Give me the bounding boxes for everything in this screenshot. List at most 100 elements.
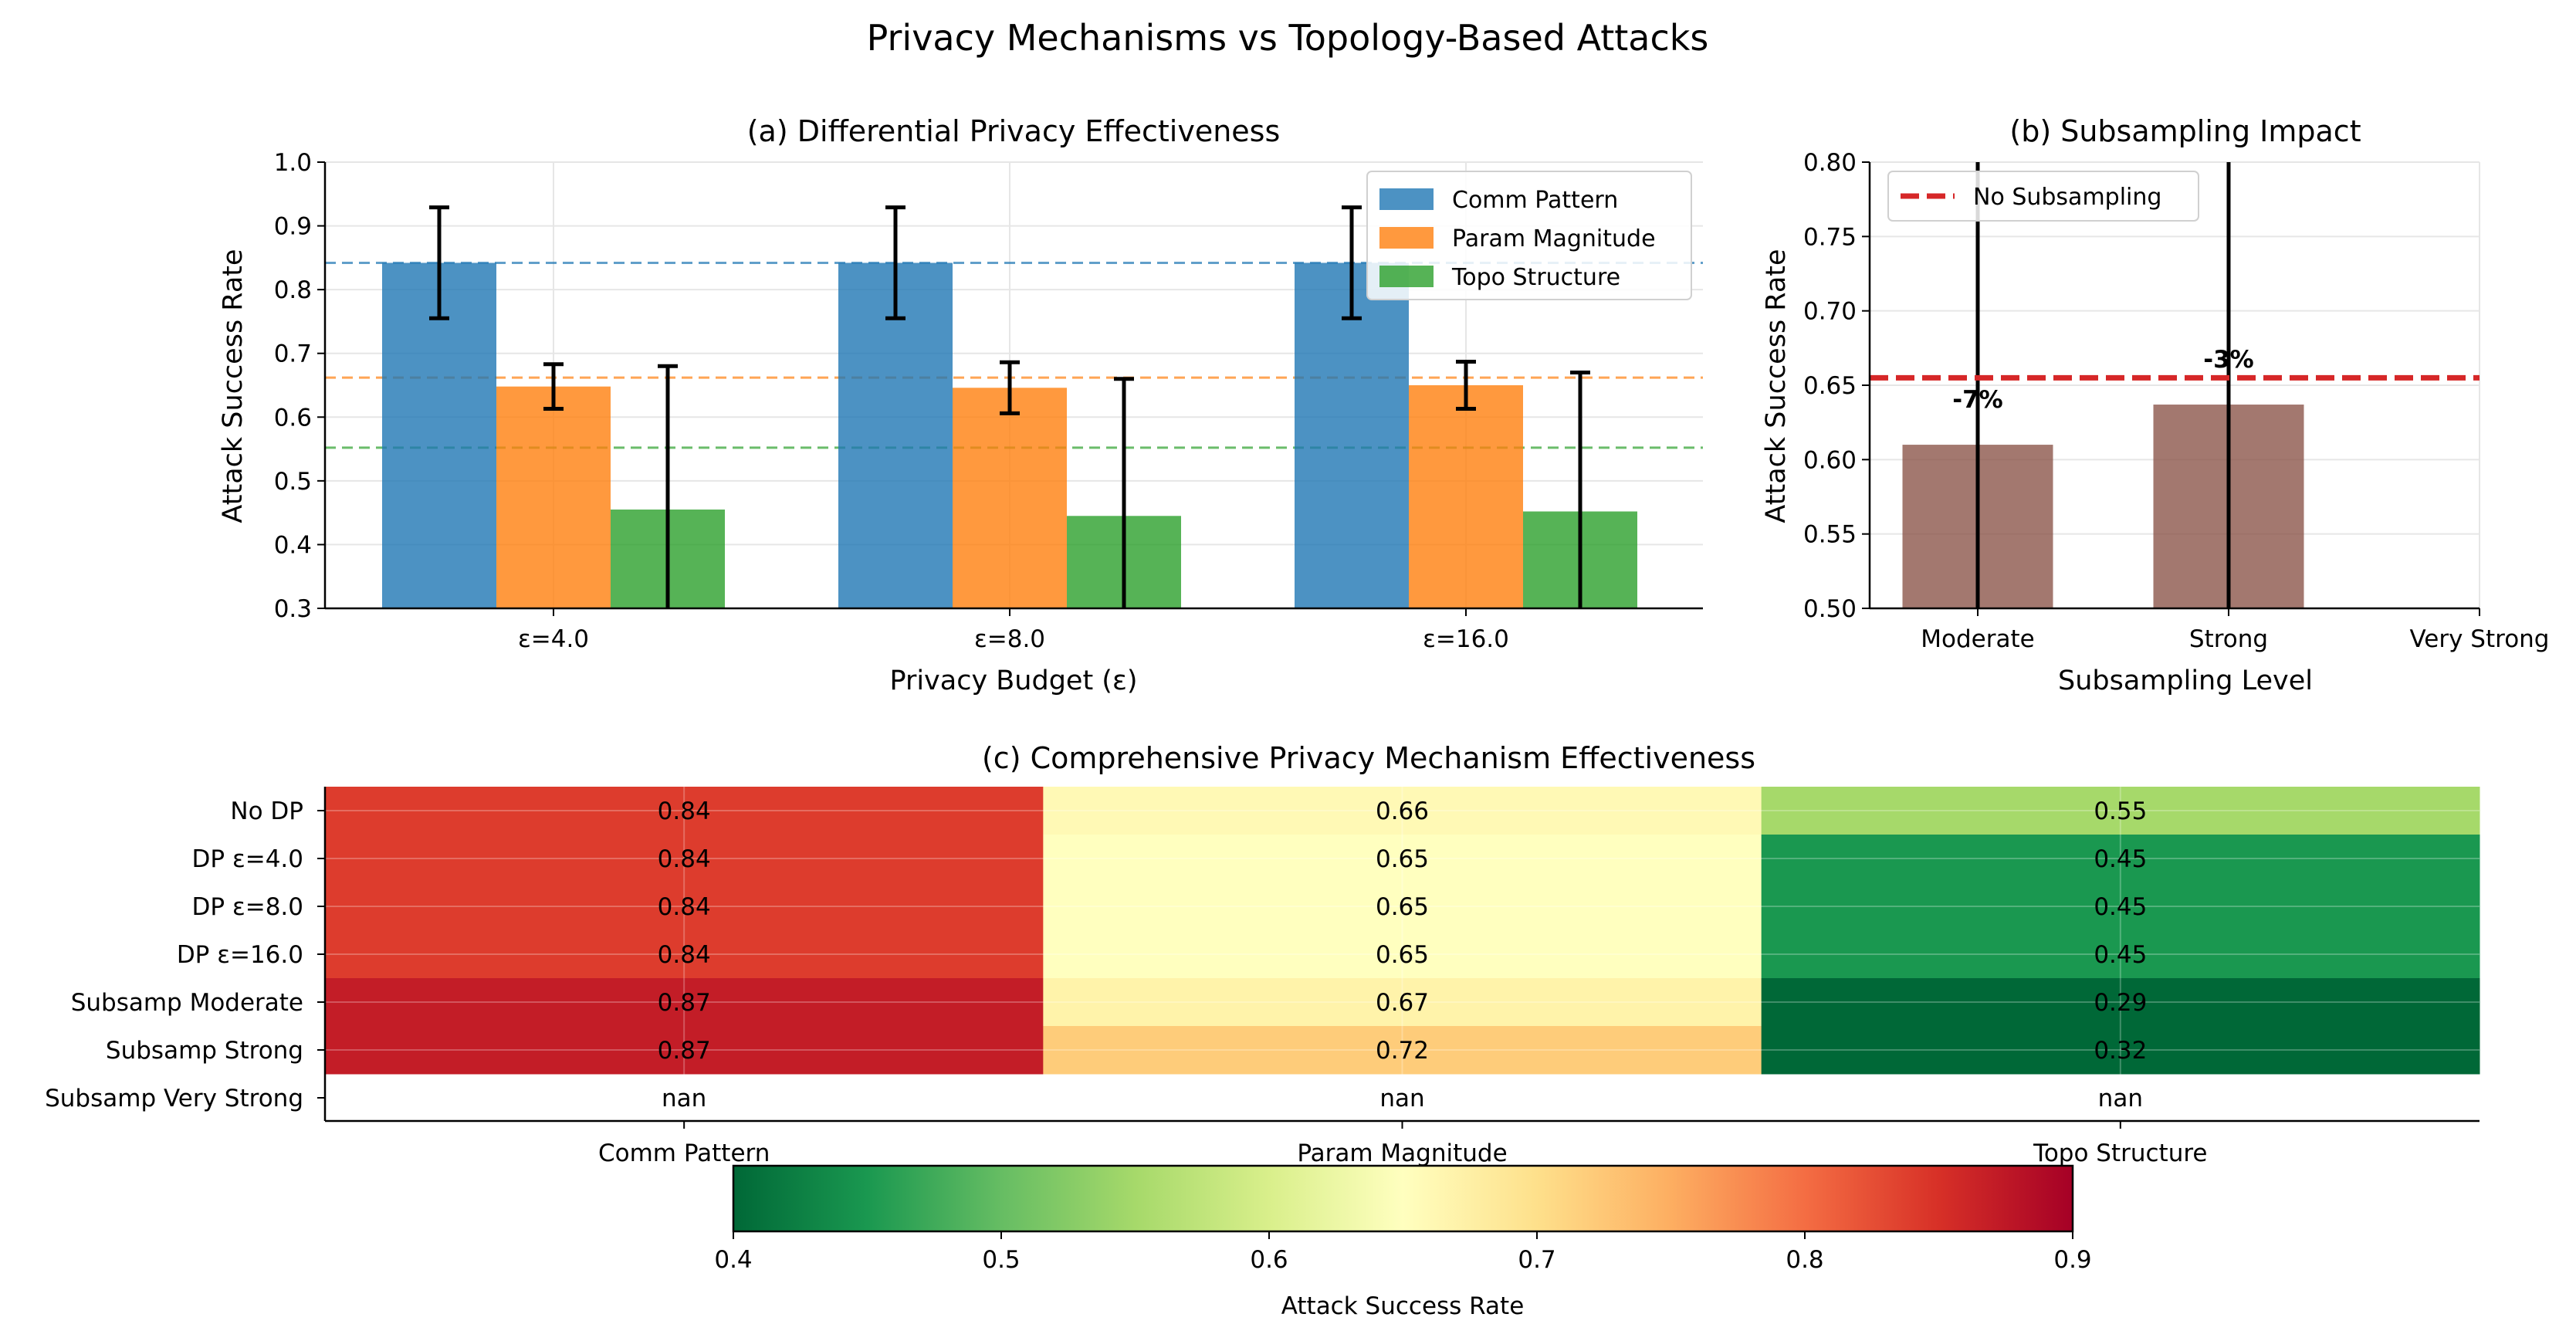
row-label: Subsamp Very Strong <box>45 1085 303 1112</box>
panel-b-ylabel: Attack Success Rate <box>1761 249 1792 523</box>
panel-a-x-ticks: ε=4.0 ε=8.0 ε=16.0 <box>518 608 1509 653</box>
panel-a-error-bars <box>429 205 1590 608</box>
cell-label: 0.65 <box>1376 941 1429 969</box>
cell-label: 0.84 <box>658 941 711 969</box>
colorbar-tick-label: 0.6 <box>1250 1246 1288 1274</box>
bar <box>953 388 1067 608</box>
cell-label: 0.45 <box>2094 893 2147 921</box>
panel-c-cells <box>325 787 2480 1075</box>
panel-a-ylabel: Attack Success Rate <box>218 249 249 523</box>
panel-b-error-bars <box>1975 162 2231 608</box>
panel-b-annotations: -7% -3% <box>1952 346 2254 414</box>
heatmap-cell <box>325 930 1044 979</box>
y-tick-label: 0.7 <box>274 340 312 368</box>
cell-label: 0.65 <box>1376 845 1429 873</box>
percent-annotation: -3% <box>2203 346 2254 374</box>
row-label: Subsamp Moderate <box>71 989 303 1017</box>
panel-a-y-ticks: 0.3 0.4 0.5 0.6 0.7 0.8 0.9 1.0 <box>274 149 325 623</box>
figure-suptitle: Privacy Mechanisms vs Topology-Based Att… <box>867 17 1709 59</box>
cell-label: 0.84 <box>658 893 711 921</box>
y-tick-label: 0.55 <box>1803 521 1857 549</box>
y-tick-label: 0.80 <box>1803 149 1857 177</box>
y-tick-label: 0.3 <box>274 595 312 623</box>
cell-label: nan <box>2098 1085 2143 1112</box>
legend-frame <box>1887 171 2199 222</box>
legend-label: Topo Structure <box>1451 264 1620 291</box>
panel-c-grid <box>325 787 2480 1121</box>
colorbar-gradient <box>732 1164 2074 1233</box>
legend-label: Comm Pattern <box>1452 187 1618 214</box>
heatmap-cell <box>325 978 1044 1027</box>
y-tick-label: 0.70 <box>1803 298 1857 326</box>
panel-a-dp-effectiveness: (a) Differential Privacy Effectiveness 0… <box>218 114 1703 696</box>
heatmap-cell <box>1761 978 2480 1027</box>
heatmap-cell <box>325 835 1044 883</box>
heatmap-cell <box>1761 882 2480 931</box>
y-tick-label: 0.9 <box>274 213 312 241</box>
x-tick-label: Strong <box>2189 625 2268 653</box>
legend-swatch <box>1379 188 1434 210</box>
bar <box>382 262 496 608</box>
heatmap-cell <box>1043 882 1762 931</box>
legend-swatch <box>1379 266 1434 287</box>
legend-swatch <box>1379 227 1434 249</box>
panel-c-cell-labels: 0.84 0.66 0.55 0.84 0.65 0.45 0.84 0.65 0.45 0.84… <box>658 797 2148 1112</box>
row-label: No DP <box>230 797 303 825</box>
colorbar-tick-label: 0.7 <box>1518 1246 1555 1274</box>
y-tick-label: 0.4 <box>274 531 312 559</box>
heatmap-cell <box>1043 978 1762 1027</box>
panel-b-title: (b) Subsampling Impact <box>2009 114 2361 148</box>
panel-a-legend: Comm Pattern Param Magnitude Topo Structur… <box>1366 171 1692 300</box>
panel-b-bars <box>1902 405 2304 608</box>
bar <box>1295 262 1409 608</box>
row-label: DP ε=8.0 <box>192 893 303 921</box>
x-tick-label: Moderate <box>1921 625 2034 653</box>
legend-label: No Subsampling <box>1973 184 2161 211</box>
panel-b-x-ticks: Moderate Strong Very Strong <box>1921 608 2550 653</box>
row-label: Subsamp Strong <box>106 1037 303 1065</box>
heatmap-cell <box>325 787 1044 835</box>
panel-c-title: (c) Comprehensive Privacy Mechanism Effe… <box>982 741 1755 775</box>
x-tick-label: Very Strong <box>2409 625 2549 653</box>
panel-a-title: (a) Differential Privacy Effectiveness <box>747 114 1281 148</box>
row-label: DP ε=4.0 <box>192 845 303 873</box>
cell-label: 0.87 <box>658 989 711 1017</box>
cell-label: 0.65 <box>1376 893 1429 921</box>
x-tick-label: ε=8.0 <box>974 625 1045 653</box>
colorbar-tick-label: 0.8 <box>1786 1246 1823 1274</box>
heatmap-cell <box>325 882 1044 931</box>
colorbar-ticks: 0.4 0.5 0.6 0.7 0.8 0.9 <box>714 1231 2092 1274</box>
panel-c-row-labels: No DP DP ε=4.0 DP ε=8.0 DP ε=16.0 Subsamp Mo… <box>45 797 325 1112</box>
cell-label: 0.29 <box>2094 989 2147 1017</box>
legend-label: Param Magnitude <box>1452 225 1656 252</box>
percent-annotation: -7% <box>1952 386 2003 414</box>
column-label: Param Magnitude <box>1297 1140 1507 1167</box>
panel-c-heatmap: (c) Comprehensive Privacy Mechanism Effe… <box>45 741 2480 1167</box>
legend-frame <box>1366 171 1692 300</box>
cell-label: 0.87 <box>658 1037 711 1065</box>
bar <box>496 386 611 608</box>
y-tick-label: 0.8 <box>274 276 312 304</box>
panel-b-xlabel: Subsampling Level <box>2058 665 2313 696</box>
heatmap-cell <box>1761 930 2480 979</box>
colorbar-tick-label: 0.9 <box>2053 1246 2091 1274</box>
y-tick-label: 0.60 <box>1803 446 1857 474</box>
heatmap-cell <box>325 1026 1044 1075</box>
y-tick-label: 0.50 <box>1803 595 1857 623</box>
heatmap-cell <box>1761 835 2480 883</box>
heatmap-cell <box>1761 1026 2480 1075</box>
cell-label: 0.72 <box>1376 1037 1429 1065</box>
cell-label: 0.67 <box>1376 989 1429 1017</box>
heatmap-cell <box>1043 1026 1762 1075</box>
y-tick-label: 0.75 <box>1803 223 1857 251</box>
x-tick-label: ε=16.0 <box>1423 625 1509 653</box>
cell-label: 0.32 <box>2094 1037 2147 1065</box>
row-label: DP ε=16.0 <box>177 941 303 969</box>
panel-a-axes <box>323 162 1703 610</box>
bar <box>838 262 953 608</box>
panel-a-xlabel: Privacy Budget (ε) <box>889 665 1137 696</box>
cell-label: 0.84 <box>658 797 711 825</box>
cell-label: 0.45 <box>2094 845 2147 873</box>
column-label: Topo Structure <box>2033 1140 2207 1167</box>
